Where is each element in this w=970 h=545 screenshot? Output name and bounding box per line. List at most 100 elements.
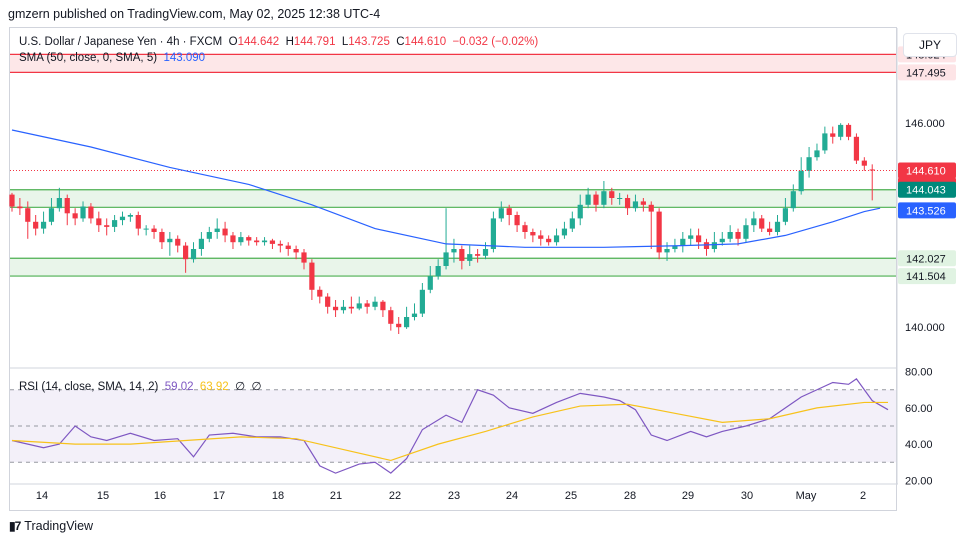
zone-1: [10, 189, 896, 208]
candle-body-58: [467, 254, 473, 261]
time-tick-label-10: 28: [624, 490, 636, 502]
time-tick-label-11: 29: [682, 490, 694, 502]
candle-body-73: [585, 194, 591, 205]
sma-legend: SMA (50, close, 0, SMA, 5) 143.090: [19, 52, 205, 64]
footer-brand: TradingView: [24, 519, 94, 533]
candle-body-104: [830, 133, 836, 137]
grid-lines: [10, 28, 898, 485]
low-value: 143.725: [348, 36, 390, 48]
candle-body-109: [869, 169, 875, 171]
candle-body-78: [624, 198, 631, 209]
price-tag-6: 142.027: [906, 253, 946, 265]
candle-body-80: [640, 201, 646, 205]
tradingview-footer[interactable]: ▮7 TradingView: [9, 519, 93, 533]
rsi-tick-label-3: 80.00: [905, 367, 933, 379]
candle-body-44: [356, 303, 362, 309]
candle-body-45: [364, 303, 370, 307]
candle-body-102: [814, 150, 820, 158]
candle-body-11: [96, 218, 102, 226]
price-tag-7: 141.504: [906, 271, 946, 283]
candle-body-12: [104, 225, 110, 227]
time-tick-label-13: May: [796, 490, 817, 502]
sma-line: [11, 129, 881, 248]
price-tag-4: 144.043: [906, 185, 946, 197]
candle-body-97: [774, 221, 781, 232]
open-value: 144.642: [237, 36, 280, 48]
time-axis: 14 15 16 17 18 21 22 23 24 25 28 29 30 May 2: [36, 490, 866, 502]
candle-body-24: [198, 238, 205, 249]
candle-body-41: [332, 306, 339, 311]
price-tag-1: 147.495: [906, 67, 946, 79]
candle-body-93: [743, 225, 749, 239]
candle-body-39: [317, 289, 323, 297]
candlestick-series: [9, 123, 896, 334]
price-tag-bg-4: [898, 181, 956, 198]
candle-body-37: [301, 252, 307, 263]
candle-body-101: [806, 157, 812, 171]
candle-body-7: [64, 198, 70, 214]
candle-body-15: [127, 215, 133, 217]
time-tick-label-6: 22: [389, 490, 401, 502]
close-label: C: [396, 36, 405, 48]
candle-body-32: [261, 240, 268, 243]
rsi-tick-label-2: 60.00: [905, 403, 933, 415]
candle-body-36: [293, 249, 299, 253]
rsi-legend: RSI (14, close, SMA, 14, 2) 59.02 63.92 …: [19, 379, 262, 393]
candle-body-75: [601, 191, 607, 205]
candle-body-23: [190, 249, 197, 260]
candle-body-14: [119, 216, 126, 221]
candle-body-26: [214, 228, 220, 232]
candle-body-19: [159, 232, 165, 243]
time-tick-label-4: 18: [272, 490, 284, 502]
time-tick-label-0: 14: [36, 490, 48, 502]
rsi-empty-value-2: ∅: [251, 381, 262, 393]
candle-body-1: [17, 206, 23, 209]
candle-body-13: [111, 220, 118, 227]
rsi-tick-label-0: 20.00: [905, 475, 933, 487]
candle-body-65: [522, 225, 528, 232]
candle-body-47: [380, 301, 386, 311]
candle-body-98: [782, 208, 789, 222]
candle-body-62: [498, 208, 504, 219]
currency-button[interactable]: JPY: [903, 33, 957, 57]
candle-body-56: [451, 249, 457, 253]
candle-body-90: [719, 238, 725, 243]
candle-body-94: [751, 218, 757, 226]
candle-body-21: [175, 238, 181, 246]
candle-body-66: [530, 232, 536, 236]
price-tag-bg-1: [898, 64, 956, 81]
candle-body-79: [632, 201, 639, 209]
candle-body-100: [798, 170, 804, 192]
candle-body-42: [340, 306, 347, 311]
candle-body-84: [672, 245, 678, 249]
sma-label: SMA (50, close, 0, SMA, 5): [19, 52, 158, 64]
time-tick-label-5: 21: [330, 490, 342, 502]
candle-body-3: [33, 221, 39, 229]
rsi-ma-value: 63.92: [199, 381, 229, 393]
candle-body-20: [167, 238, 173, 243]
candle-body-30: [246, 237, 252, 241]
candle-body-55: [443, 252, 449, 266]
candle-body-59: [475, 254, 481, 256]
candle-body-8: [72, 213, 78, 219]
candle-body-27: [222, 228, 228, 236]
candle-body-25: [206, 232, 212, 239]
publisher-banner: gmzern published on TradingView.com, May…: [8, 7, 381, 21]
price-tick-label-3: 146.000: [905, 118, 945, 130]
price-tag-bg-7: [898, 268, 956, 285]
price-tag-2: 144.610: [906, 165, 946, 177]
candle-body-33: [269, 240, 276, 244]
candle-body-92: [735, 232, 741, 239]
price-tags: 148.024147.495144.61021:17144.043143.526…: [898, 46, 956, 285]
price-tag-5: 143.526: [906, 205, 946, 217]
price-tag-bg-2: [898, 162, 956, 179]
candle-body-46: [372, 301, 378, 307]
candle-body-28: [230, 235, 236, 243]
candle-body-2: [25, 208, 31, 222]
candle-body-52: [419, 289, 425, 314]
rsi-label: RSI (14, close, SMA, 14, 2): [19, 381, 159, 393]
time-tick-label-14: 2: [860, 490, 866, 502]
candle-body-91: [727, 232, 733, 239]
candle-body-40: [325, 296, 331, 307]
